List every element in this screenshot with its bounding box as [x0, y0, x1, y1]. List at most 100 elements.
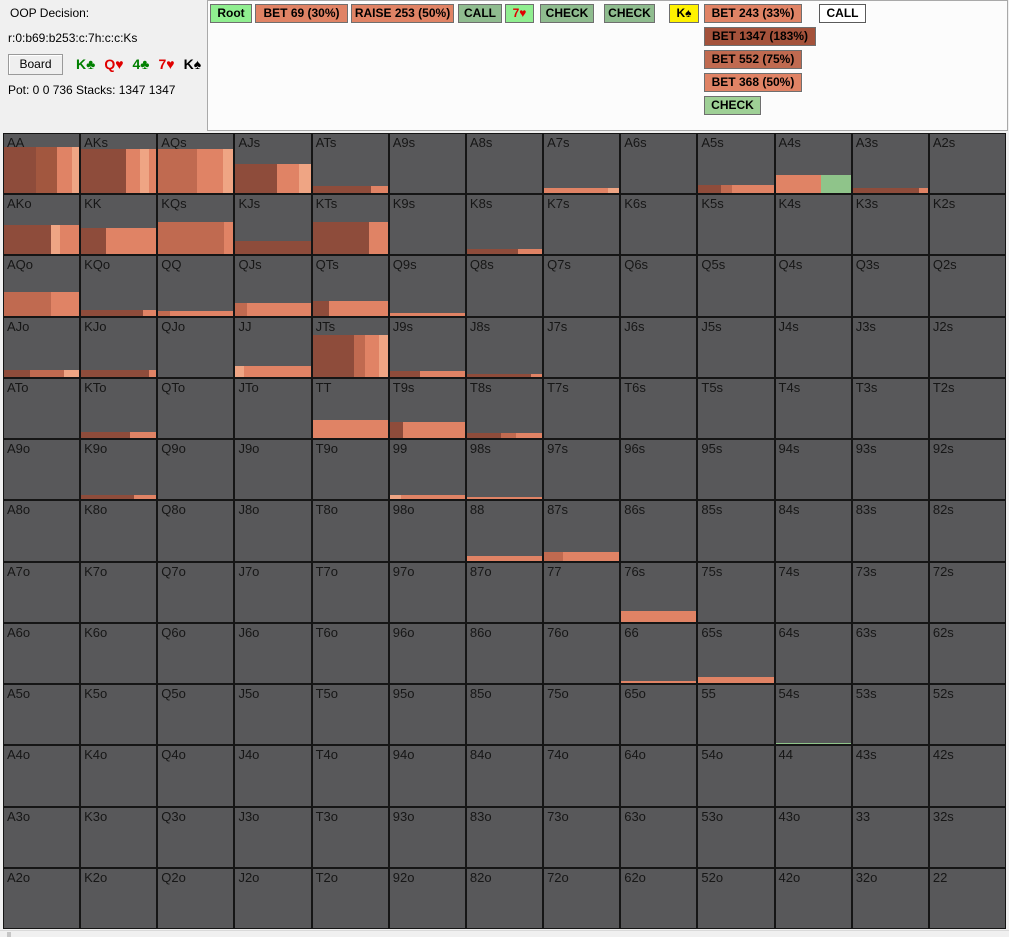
path-button-call[interactable]: CALL: [819, 4, 866, 23]
hand-cell-T9o[interactable]: T9o: [312, 440, 388, 500]
hand-cell-76s[interactable]: 76s: [621, 562, 697, 622]
hand-cell-A9o[interactable]: A9o: [4, 440, 80, 500]
hand-cell-73s[interactable]: 73s: [852, 562, 928, 622]
hand-cell-53s[interactable]: 53s: [852, 685, 928, 745]
hand-cell-75s[interactable]: 75s: [698, 562, 774, 622]
hand-cell-Q6o[interactable]: Q6o: [158, 623, 234, 684]
hand-cell-K3s[interactable]: K3s: [852, 195, 928, 255]
hand-cell-T3s[interactable]: T3s: [852, 378, 928, 439]
hand-cell-65s[interactable]: 65s: [698, 623, 774, 684]
hand-cell-A8s[interactable]: A8s: [466, 134, 543, 194]
hand-cell-44[interactable]: 44: [775, 746, 851, 806]
hand-cell-K4o[interactable]: K4o: [81, 746, 157, 806]
hand-cell-Q7s[interactable]: Q7s: [544, 256, 620, 316]
scrollbar-thumb[interactable]: [7, 932, 11, 937]
hand-cell-74s[interactable]: 74s: [775, 562, 851, 622]
hand-cell-92o[interactable]: 92o: [389, 868, 465, 928]
hand-cell-A7s[interactable]: A7s: [544, 134, 620, 194]
hand-cell-32s[interactable]: 32s: [929, 807, 1005, 867]
hand-cell-AQo[interactable]: AQo: [4, 256, 80, 316]
hand-cell-43o[interactable]: 43o: [775, 807, 851, 867]
action-button-bet-552-75[interactable]: BET 552 (75%): [704, 50, 802, 69]
hand-cell-A2o[interactable]: A2o: [4, 868, 80, 928]
hand-cell-KTs[interactable]: KTs: [312, 195, 388, 255]
path-button-raise-253-50[interactable]: RAISE 253 (50%): [351, 4, 454, 23]
hand-cell-96o[interactable]: 96o: [389, 623, 465, 684]
hand-cell-J3o[interactable]: J3o: [235, 807, 311, 867]
hand-cell-K2o[interactable]: K2o: [81, 868, 157, 928]
hand-cell-84s[interactable]: 84s: [775, 501, 851, 561]
hand-cell-94o[interactable]: 94o: [389, 746, 465, 806]
hand-cell-K4s[interactable]: K4s: [775, 195, 851, 255]
hand-cell-K6s[interactable]: K6s: [621, 195, 697, 255]
path-button-root[interactable]: Root: [210, 4, 252, 23]
hand-cell-KQs[interactable]: KQs: [158, 195, 234, 255]
hand-cell-AKs[interactable]: AKs: [81, 134, 157, 194]
path-button-check[interactable]: CHECK: [604, 4, 655, 23]
hand-cell-72s[interactable]: 72s: [929, 562, 1005, 622]
hand-cell-K5s[interactable]: K5s: [698, 195, 774, 255]
hand-cell-J2o[interactable]: J2o: [235, 868, 311, 928]
hand-cell-88[interactable]: 88: [466, 501, 543, 561]
hand-cell-54s[interactable]: 54s: [775, 685, 851, 745]
hand-cell-J9s[interactable]: J9s: [389, 317, 465, 377]
hand-cell-T4o[interactable]: T4o: [312, 746, 388, 806]
hand-cell-J6o[interactable]: J6o: [235, 623, 311, 684]
hand-cell-T4s[interactable]: T4s: [775, 378, 851, 439]
path-button-bet-69-30[interactable]: BET 69 (30%): [255, 4, 348, 23]
hand-cell-JTs[interactable]: JTs: [312, 317, 388, 377]
hand-cell-T8o[interactable]: T8o: [312, 501, 388, 561]
hand-cell-QTo[interactable]: QTo: [158, 378, 234, 439]
hand-cell-54o[interactable]: 54o: [698, 746, 774, 806]
hand-cell-95o[interactable]: 95o: [389, 685, 465, 745]
hand-cell-97o[interactable]: 97o: [389, 562, 465, 622]
hand-cell-J4s[interactable]: J4s: [775, 317, 851, 377]
hand-cell-Q3s[interactable]: Q3s: [852, 256, 928, 316]
hand-cell-KJo[interactable]: KJo: [81, 317, 157, 377]
hand-cell-J6s[interactable]: J6s: [621, 317, 697, 377]
hand-cell-52s[interactable]: 52s: [929, 685, 1005, 745]
hand-cell-A4o[interactable]: A4o: [4, 746, 80, 806]
hand-cell-KJs[interactable]: KJs: [235, 195, 311, 255]
hand-cell-95s[interactable]: 95s: [698, 440, 774, 500]
hand-cell-62o[interactable]: 62o: [621, 868, 697, 928]
hand-cell-J9o[interactable]: J9o: [235, 440, 311, 500]
hand-cell-83o[interactable]: 83o: [466, 807, 543, 867]
hand-cell-A4s[interactable]: A4s: [775, 134, 851, 194]
hand-cell-A9s[interactable]: A9s: [389, 134, 465, 194]
hand-cell-42s[interactable]: 42s: [929, 746, 1005, 806]
hand-cell-J3s[interactable]: J3s: [852, 317, 928, 377]
hand-cell-KTo[interactable]: KTo: [81, 378, 157, 439]
path-button-7[interactable]: 7♥: [505, 4, 534, 23]
hand-cell-T7o[interactable]: T7o: [312, 562, 388, 622]
hand-cell-33[interactable]: 33: [852, 807, 928, 867]
hand-cell-42o[interactable]: 42o: [775, 868, 851, 928]
hand-cell-T6s[interactable]: T6s: [621, 378, 697, 439]
hand-cell-AJs[interactable]: AJs: [235, 134, 311, 194]
hand-cell-K2s[interactable]: K2s: [929, 195, 1005, 255]
hand-cell-A6s[interactable]: A6s: [621, 134, 697, 194]
hand-cell-Q4o[interactable]: Q4o: [158, 746, 234, 806]
action-button-check[interactable]: CHECK: [704, 96, 761, 115]
hand-cell-J2s[interactable]: J2s: [929, 317, 1005, 377]
hand-cell-AA[interactable]: AA: [4, 134, 80, 194]
hand-cell-AJo[interactable]: AJo: [4, 317, 80, 377]
hand-cell-Q5s[interactable]: Q5s: [698, 256, 774, 316]
hand-cell-A3o[interactable]: A3o: [4, 807, 80, 867]
hand-cell-22[interactable]: 22: [929, 868, 1005, 928]
hand-cell-Q2o[interactable]: Q2o: [158, 868, 234, 928]
path-button-call[interactable]: CALL: [458, 4, 502, 23]
hand-cell-96s[interactable]: 96s: [621, 440, 697, 500]
hand-cell-99[interactable]: 99: [389, 440, 465, 500]
hand-cell-T6o[interactable]: T6o: [312, 623, 388, 684]
hand-cell-J5o[interactable]: J5o: [235, 685, 311, 745]
hand-cell-ATs[interactable]: ATs: [312, 134, 388, 194]
hand-cell-TT[interactable]: TT: [312, 378, 388, 439]
hand-cell-T8s[interactable]: T8s: [466, 378, 543, 439]
hand-cell-A7o[interactable]: A7o: [4, 562, 80, 622]
hand-cell-93o[interactable]: 93o: [389, 807, 465, 867]
hand-cell-94s[interactable]: 94s: [775, 440, 851, 500]
hand-cell-J7o[interactable]: J7o: [235, 562, 311, 622]
hand-cell-Q8o[interactable]: Q8o: [158, 501, 234, 561]
hand-cell-Q2s[interactable]: Q2s: [929, 256, 1005, 316]
